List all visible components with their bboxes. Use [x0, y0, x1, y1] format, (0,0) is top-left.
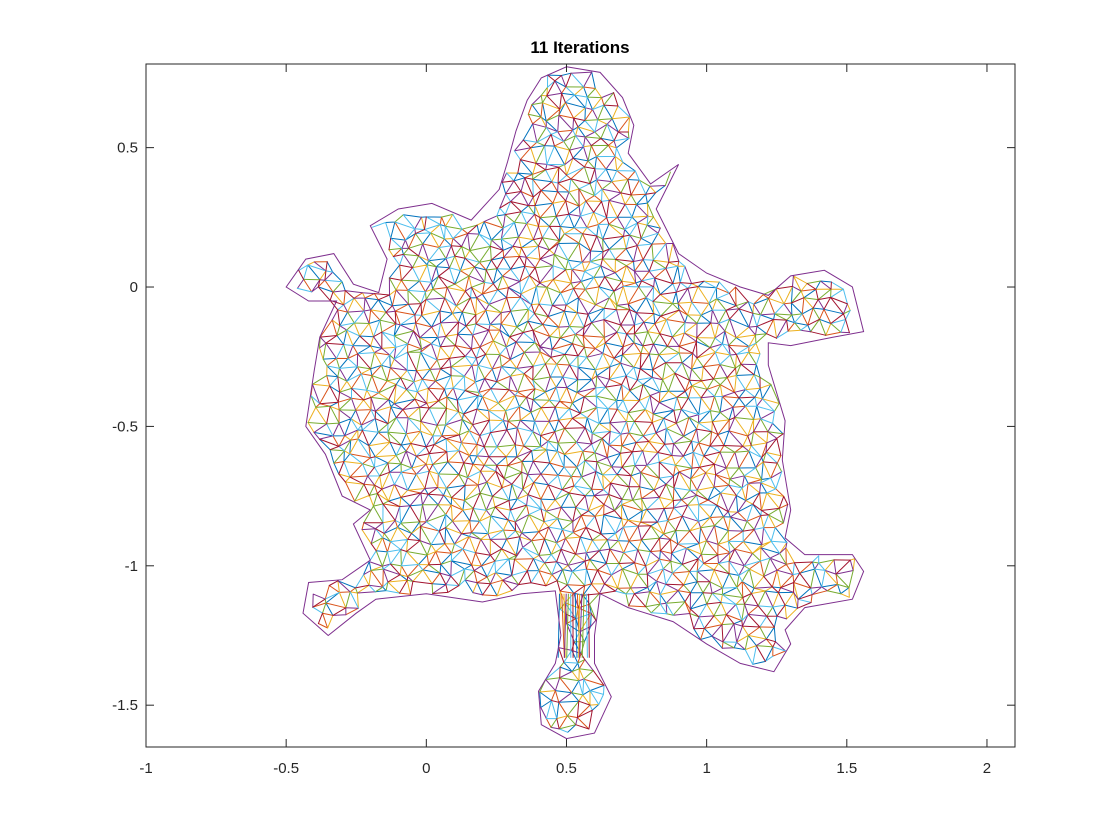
stem-edges-series-5 [566, 593, 585, 658]
mesh-edges-series-7 [298, 72, 851, 730]
stem-edges-series-2 [561, 593, 581, 658]
x-tick-label: 1 [702, 760, 710, 777]
axes-frame [145, 63, 1016, 748]
y-tick-label: -0.5 [112, 418, 138, 435]
x-tick-label: 2 [983, 760, 991, 777]
y-tick-label: 0.5 [117, 140, 138, 157]
mesh-edges-series-5 [303, 86, 854, 730]
mesh-boundary [285, 66, 865, 740]
tick-layer: -1 -0.5 0 0.5 1 1.5 2 0.5 0 -0.5 -1 -1.5 [112, 64, 1015, 777]
mesh-edges-series-2 [303, 86, 842, 730]
x-tick-label: 1.5 [836, 760, 857, 777]
mesh-edges-series-6 [296, 72, 851, 733]
mesh-edges-series-3 [307, 86, 856, 720]
x-tick-label: -0.5 [273, 760, 299, 777]
stem-edges-series-7 [572, 593, 590, 658]
stem-edges-series-6 [570, 593, 588, 658]
x-tick-label: 0 [422, 760, 430, 777]
axes-box [145, 63, 1016, 748]
chart-title: 11 Iterations [530, 38, 629, 57]
stem-edges-series-4 [563, 593, 583, 658]
y-tick-label: 0 [130, 279, 138, 296]
x-tick-label: -1 [139, 760, 152, 777]
x-tick-label: 0.5 [556, 760, 577, 777]
mesh-edges-series-1 [307, 71, 850, 733]
y-tick-label: -1.5 [112, 697, 138, 714]
y-tick-label: -1 [125, 558, 138, 575]
mesh-layer [285, 66, 865, 740]
mesh-edges-series-4 [296, 71, 854, 730]
